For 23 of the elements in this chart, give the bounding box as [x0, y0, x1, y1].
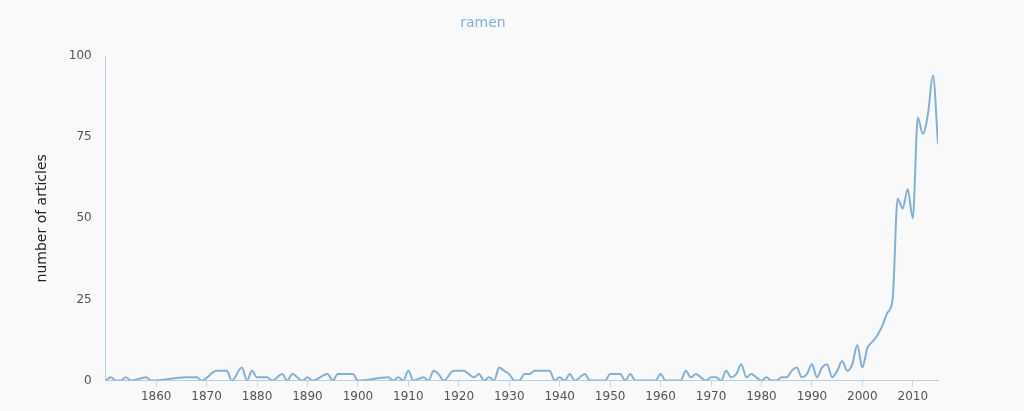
y-tick-label: 75 — [76, 129, 92, 144]
x-tick-label: 1990 — [796, 388, 828, 403]
x-tick-label: 1930 — [493, 388, 525, 403]
x-tick-label: 1900 — [342, 388, 374, 403]
x-tick-label: 1970 — [695, 388, 727, 403]
x-tick-label: 1920 — [443, 388, 475, 403]
x-tick-label: 1870 — [191, 388, 222, 403]
y-tick-label: 25 — [76, 291, 92, 306]
x-tick-label: 1890 — [292, 388, 323, 403]
y-tick-label: 100 — [68, 48, 92, 63]
y-axis-title: number of articles — [33, 154, 50, 283]
chart-title: ramen — [459, 14, 507, 30]
y-tick-label: 0 — [84, 372, 92, 387]
x-tick-label: 1880 — [241, 388, 273, 403]
x-tick-label: 2000 — [847, 388, 878, 403]
x-tick-label: 1980 — [746, 388, 777, 403]
x-tick-label: 1960 — [645, 388, 676, 403]
x-tick-label: 1940 — [544, 388, 575, 403]
y-tick-label: 50 — [76, 210, 92, 225]
x-tick-label: 1860 — [140, 388, 172, 403]
x-tick-label: 1950 — [594, 388, 626, 403]
x-tick-label: 2010 — [897, 388, 929, 403]
x-tick-label: 1910 — [393, 388, 424, 403]
